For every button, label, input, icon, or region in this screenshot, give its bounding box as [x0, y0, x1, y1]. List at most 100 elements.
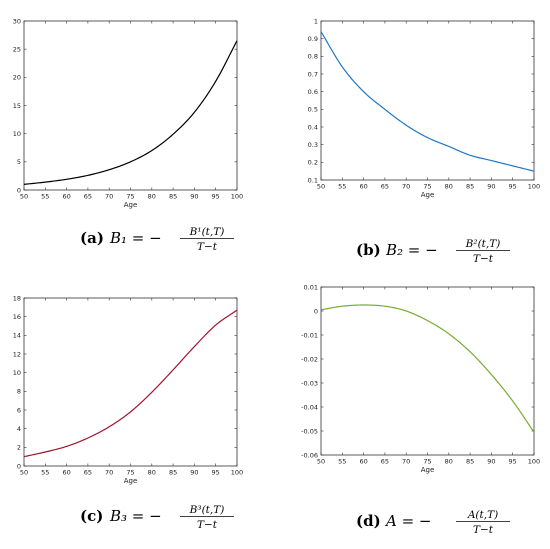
- x-tick-label: 100: [231, 469, 243, 477]
- x-axis-label: Age: [124, 201, 138, 209]
- x-tick-label: 100: [528, 458, 540, 466]
- x-tick-label: 80: [148, 193, 156, 201]
- x-tick-label: 85: [169, 469, 177, 477]
- y-tick-label: -0.05: [301, 427, 318, 435]
- caption-tag: (b): [356, 241, 381, 259]
- y-tick-label: 2: [17, 444, 21, 452]
- y-tick-label: 0.3: [308, 141, 318, 149]
- caption-tag: (d): [356, 512, 381, 530]
- x-tick-label: 95: [212, 469, 220, 477]
- y-tick-label: 0.01: [304, 283, 318, 291]
- x-tick-label: 60: [359, 183, 367, 191]
- panel-caption: (d)A = − A(t,T) T−t: [356, 509, 510, 536]
- caption-denominator: T−t: [197, 241, 218, 253]
- y-tick-label: -0.04: [301, 403, 318, 411]
- caption-lhs: B₂ = −: [385, 241, 438, 259]
- x-tick-label: 85: [466, 183, 474, 191]
- x-tick-label: 90: [487, 183, 495, 191]
- y-tick-label: 10: [13, 130, 21, 138]
- caption-denominator: T−t: [197, 519, 218, 531]
- y-tick-label: 5: [17, 158, 21, 166]
- y-tick-label: 0: [17, 462, 21, 470]
- x-tick-label: 70: [105, 193, 113, 201]
- x-tick-label: 80: [445, 458, 453, 466]
- x-axis-label: Age: [421, 466, 435, 474]
- y-tick-label: 4: [17, 425, 21, 433]
- caption-denominator: T−t: [473, 524, 494, 536]
- x-tick-label: 60: [359, 458, 367, 466]
- y-tick-label: 0.1: [308, 176, 318, 184]
- x-tick-label: 50: [317, 183, 325, 191]
- x-tick-label: 85: [169, 193, 177, 201]
- x-tick-label: 90: [487, 458, 495, 466]
- caption-lhs: B₁ = −: [109, 229, 162, 247]
- x-tick-label: 80: [148, 469, 156, 477]
- x-tick-label: 100: [231, 193, 243, 201]
- x-tick-label: 90: [190, 469, 198, 477]
- x-axis-label: Age: [421, 191, 435, 199]
- x-tick-label: 55: [338, 183, 346, 191]
- x-tick-label: 75: [423, 458, 431, 466]
- x-tick-label: 90: [190, 193, 198, 201]
- y-tick-label: 0.8: [308, 53, 318, 61]
- x-tick-label: 65: [84, 469, 92, 477]
- series-line: [321, 32, 534, 172]
- y-tick-label: 25: [13, 45, 21, 53]
- x-tick-label: 50: [20, 193, 28, 201]
- x-tick-label: 75: [126, 469, 134, 477]
- y-tick-label: -0.03: [301, 379, 318, 387]
- x-tick-label: 60: [62, 193, 70, 201]
- x-tick-label: 50: [317, 458, 325, 466]
- x-tick-label: 80: [445, 183, 453, 191]
- y-tick-label: 6: [17, 406, 21, 414]
- caption-tag: (a): [80, 229, 104, 247]
- y-tick-label: 20: [13, 74, 21, 82]
- x-tick-label: 75: [423, 183, 431, 191]
- x-tick-label: 65: [381, 458, 389, 466]
- x-tick-label: 95: [509, 183, 517, 191]
- panel-caption: (a) B₁ = − B¹(t,T) T−t: [80, 226, 234, 253]
- y-tick-label: 0: [17, 186, 21, 194]
- series-line: [321, 305, 534, 432]
- caption-tag: (c): [80, 507, 103, 525]
- x-tick-label: 60: [62, 469, 70, 477]
- plot-frame: [24, 21, 237, 190]
- series-line: [24, 310, 237, 457]
- caption-numerator: B¹(t,T): [189, 226, 225, 238]
- x-tick-label: 85: [466, 458, 474, 466]
- caption-numerator: B³(t,T): [189, 504, 225, 516]
- y-tick-label: 18: [13, 294, 21, 302]
- y-tick-label: -0.02: [301, 355, 318, 363]
- caption-numerator: A(t,T): [467, 509, 498, 521]
- plot-frame: [24, 298, 237, 466]
- y-tick-label: 0.4: [308, 123, 318, 131]
- x-tick-label: 65: [381, 183, 389, 191]
- caption-denominator: T−t: [473, 253, 494, 265]
- y-tick-label: 30: [13, 17, 21, 25]
- x-tick-label: 55: [338, 458, 346, 466]
- x-tick-label: 50: [20, 469, 28, 477]
- x-tick-label: 55: [41, 193, 49, 201]
- y-tick-label: 16: [13, 313, 21, 321]
- series-line: [24, 41, 237, 185]
- x-tick-label: 95: [509, 458, 517, 466]
- y-tick-label: 0.9: [308, 35, 318, 43]
- y-tick-label: 8: [17, 388, 21, 396]
- caption-lhs: B₃ = −: [109, 507, 162, 525]
- y-tick-label: 12: [13, 350, 21, 358]
- x-axis-label: Age: [124, 477, 138, 485]
- panel-caption: (c) B₃ = − B³(t,T) T−t: [80, 504, 234, 531]
- y-tick-label: 1: [314, 17, 318, 25]
- y-tick-label: 0.2: [308, 159, 318, 167]
- plot-frame: [321, 21, 534, 180]
- caption-lhs: A = −: [384, 512, 432, 530]
- y-tick-label: 0.5: [308, 106, 318, 114]
- x-tick-label: 95: [212, 193, 220, 201]
- y-tick-label: 15: [13, 102, 21, 110]
- caption-numerator: B²(t,T): [465, 238, 501, 250]
- y-tick-label: 10: [13, 369, 21, 377]
